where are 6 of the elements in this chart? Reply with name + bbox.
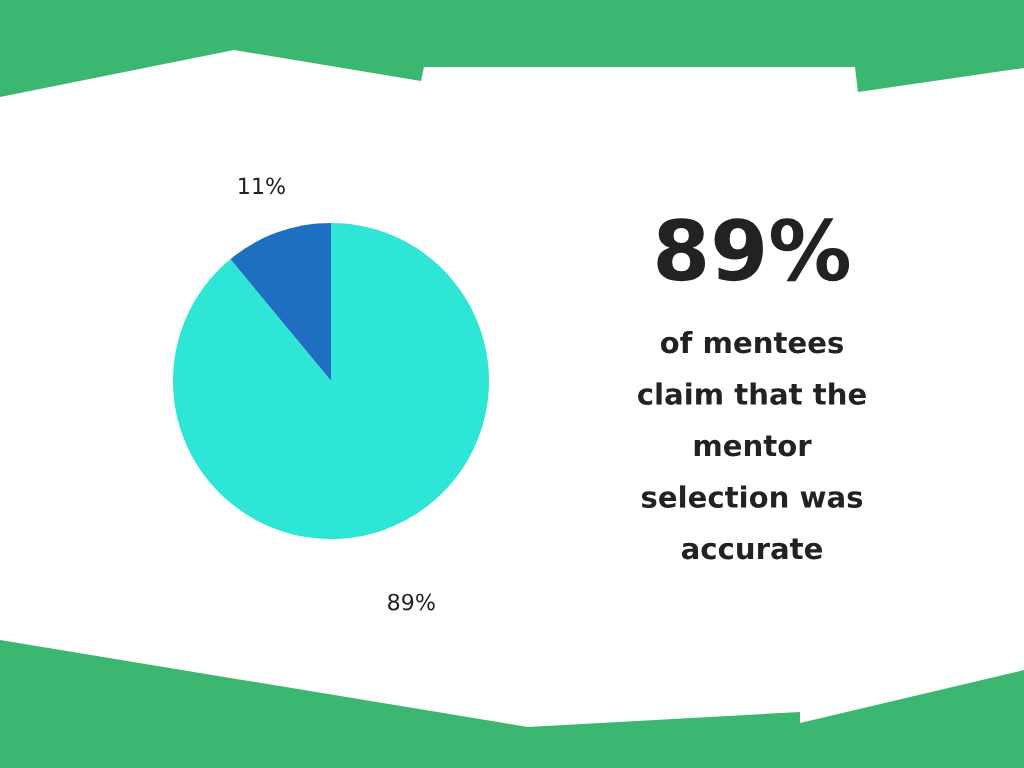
text: 89% [657,218,850,282]
pie-slice [173,223,489,539]
data-label: 11% [239,177,285,195]
data-label: 89% [388,593,435,611]
text: of mentees claim that the mentor selection was accurate [638,330,866,560]
pie-slice [230,223,331,381]
